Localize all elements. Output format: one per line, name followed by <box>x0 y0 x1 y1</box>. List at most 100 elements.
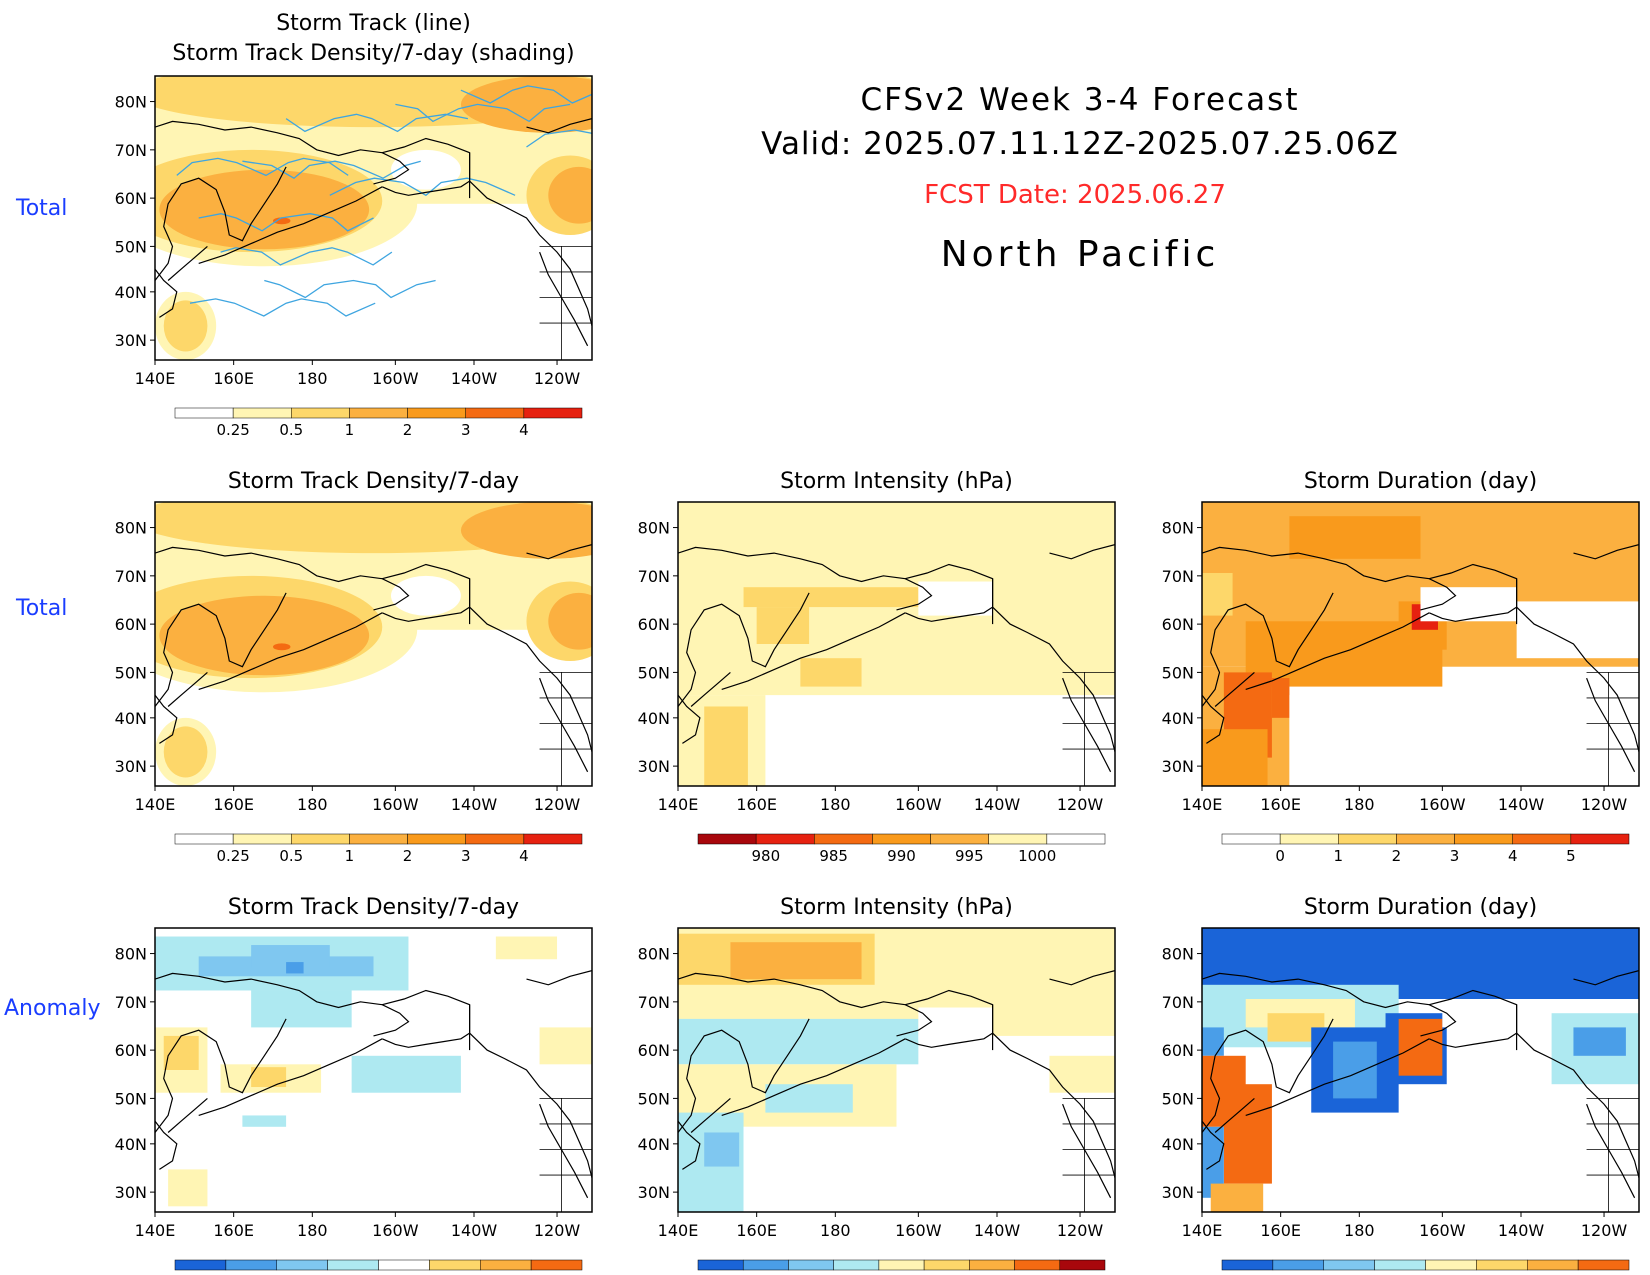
shading-cell <box>787 701 1115 786</box>
coastline <box>540 252 588 346</box>
shading-cell <box>1202 1027 1224 1055</box>
lat-tick-label: 60N <box>1162 615 1194 634</box>
shading-cell <box>704 1132 739 1166</box>
panel-title: Storm Intensity (hPa) <box>780 469 1013 494</box>
coastline <box>527 971 593 985</box>
lat-tick-label: 40N <box>638 1135 670 1154</box>
shading-cell <box>918 1008 992 1042</box>
lon-tick-label: 180 <box>820 795 851 814</box>
colorbar-p4: 012345 <box>1222 834 1629 865</box>
shading-cell <box>251 990 352 1027</box>
lon-tick-label: 160W <box>895 1221 942 1240</box>
lat-tick-label: 70N <box>115 141 147 160</box>
colorbar-segment <box>277 1260 328 1270</box>
lat-tick-label: 50N <box>638 663 670 682</box>
colorbar-label: 0.25 <box>216 847 249 865</box>
lat-tick-label: 50N <box>115 663 147 682</box>
lat-tick-label: 80N <box>638 519 670 538</box>
lat-tick-label: 30N <box>115 331 147 350</box>
shading-region <box>164 300 208 351</box>
colorbar-segment <box>379 1260 430 1270</box>
lat-tick-label: 70N <box>638 567 670 586</box>
shading-region <box>461 76 636 133</box>
lat-tick-label: 70N <box>115 993 147 1012</box>
coastline <box>168 1098 207 1132</box>
shading-region <box>548 167 609 224</box>
colorbar-segment <box>879 1260 924 1270</box>
lat-tick-label: 30N <box>638 1183 670 1202</box>
storm-track-line <box>190 299 375 316</box>
lon-tick-label: 140W <box>451 369 498 388</box>
shading-cell <box>1421 587 1517 621</box>
colorbar-label: 1 <box>1334 847 1344 865</box>
colorbar-segment <box>1571 834 1629 844</box>
colorbar-segment <box>1338 834 1396 844</box>
lon-tick-label: 140W <box>451 795 498 814</box>
colorbar-label: 2 <box>1392 847 1402 865</box>
lon-tick-label: 140W <box>974 795 1021 814</box>
colorbar-segment <box>291 408 349 418</box>
shading-cell <box>1202 729 1268 786</box>
colorbar-segment <box>175 834 233 844</box>
shading-cell <box>1224 1084 1272 1183</box>
shading-cell <box>678 1019 918 1064</box>
lat-tick-label: 40N <box>1162 709 1194 728</box>
map-panels: Storm Track (line)Storm Track Density/7-… <box>0 0 1650 1275</box>
colorbar-segment <box>408 408 466 418</box>
lon-tick-label: 160E <box>213 795 254 814</box>
colorbar-segment <box>466 834 524 844</box>
shading-cell <box>1289 695 1639 786</box>
colorbar-segment <box>1060 1260 1105 1270</box>
colorbar-label: 4 <box>519 421 529 439</box>
lat-tick-label: 50N <box>115 237 147 256</box>
lon-tick-label: 160W <box>1419 795 1466 814</box>
panel-subtitle: Storm Track Density/7-day (shading) <box>172 41 574 66</box>
colorbar-segment <box>349 408 407 418</box>
lon-tick-label: 180 <box>820 1221 851 1240</box>
colorbar-p3: 980 985 990 995 1000 <box>698 834 1105 865</box>
colorbar-segment <box>291 834 349 844</box>
lat-tick-label: 30N <box>115 1183 147 1202</box>
shading-cell <box>286 962 303 973</box>
map-panel-p6: Storm Intensity (hPa)80N70N60N50N40N30N1… <box>638 895 1115 1275</box>
lon-tick-label: 160E <box>736 795 777 814</box>
lat-tick-label: 60N <box>115 1041 147 1060</box>
colorbar-segment <box>698 1260 743 1270</box>
shading-cell <box>918 582 992 616</box>
colorbar-segment <box>175 1260 226 1270</box>
lat-tick-label: 80N <box>1162 519 1194 538</box>
colorbar-segment <box>814 834 872 844</box>
colorbar-label: 1 <box>345 847 355 865</box>
colorbar-segment <box>233 834 291 844</box>
colorbar-segment <box>328 1260 379 1270</box>
shading-cell <box>1289 1127 1639 1212</box>
shading-layer <box>111 59 708 360</box>
lon-tick-label: 140E <box>1182 795 1223 814</box>
coastline <box>540 678 588 772</box>
colorbar-segment <box>743 1260 788 1270</box>
shading-cell <box>1272 678 1289 718</box>
colorbar-segment <box>969 1260 1014 1270</box>
shading-cell <box>757 607 809 644</box>
colorbar-label: 0.25 <box>216 421 249 439</box>
colorbar-label: 3 <box>461 421 471 439</box>
lat-tick-label: 70N <box>1162 993 1194 1012</box>
lon-tick-label: 140E <box>658 1221 699 1240</box>
lat-tick-label: 80N <box>115 519 147 538</box>
density-maximum <box>273 643 290 650</box>
colorbar-label: 4 <box>519 847 529 865</box>
lon-tick-label: 120W <box>1581 1221 1628 1240</box>
shading-cell <box>1202 573 1233 616</box>
shading-layer <box>111 485 635 786</box>
lat-tick-label: 30N <box>1162 1183 1194 1202</box>
shading-cell <box>744 1127 1115 1212</box>
lat-tick-label: 60N <box>115 615 147 634</box>
shading-cell <box>164 1036 199 1070</box>
lat-tick-label: 50N <box>1162 663 1194 682</box>
map-panel-p2: Storm Track Density/7-day 80N 70N 60N 50N 40N… <box>111 469 635 865</box>
colorbar-segment <box>1273 1260 1324 1270</box>
shading-layer <box>1202 502 1639 786</box>
lat-tick-label: 40N <box>115 1135 147 1154</box>
shading-cell <box>1573 1027 1625 1055</box>
colorbar-label: 985 <box>819 847 848 865</box>
